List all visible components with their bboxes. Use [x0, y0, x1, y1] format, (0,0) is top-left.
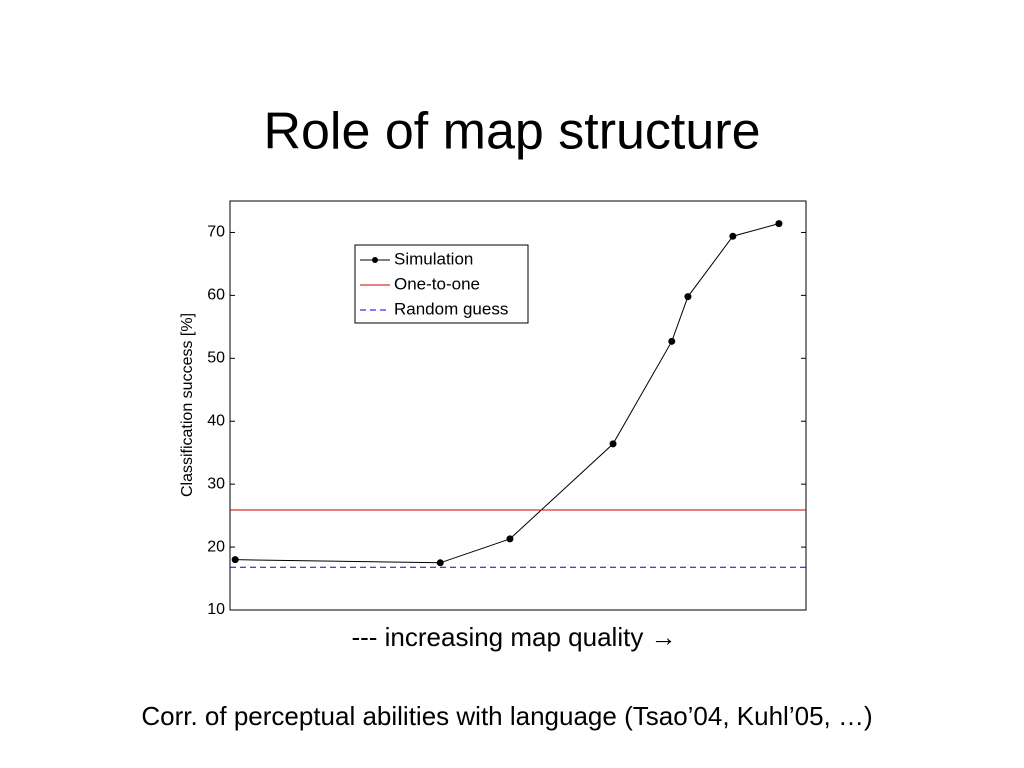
data-point: [231, 556, 239, 564]
y-axis-label: Classification success [%]: [179, 313, 196, 497]
data-point: [506, 535, 514, 543]
data-point: [729, 232, 737, 240]
x-axis-label: --- increasing map quality →: [351, 622, 676, 652]
y-tick-label: 10: [207, 601, 225, 618]
data-point: [775, 220, 783, 228]
y-tick-label: 40: [207, 412, 225, 429]
y-tick-label: 20: [207, 538, 225, 555]
legend-label: Simulation: [394, 249, 473, 268]
data-point: [684, 293, 692, 301]
data-point: [436, 559, 444, 567]
slide-title: Role of map structure: [263, 103, 760, 161]
legend-label: One-to-one: [394, 274, 480, 293]
caption: Corr. of perceptual abilities with langu…: [141, 701, 872, 731]
data-point: [609, 440, 617, 448]
series-line: [235, 223, 780, 564]
y-tick-label: 60: [207, 287, 225, 304]
legend-label: Random guess: [394, 299, 508, 318]
legend-marker: [372, 257, 378, 263]
y-tick-label: 30: [207, 475, 225, 492]
y-tick-label: 50: [207, 350, 225, 367]
data-point: [668, 337, 676, 345]
y-tick-label: 70: [207, 224, 225, 241]
